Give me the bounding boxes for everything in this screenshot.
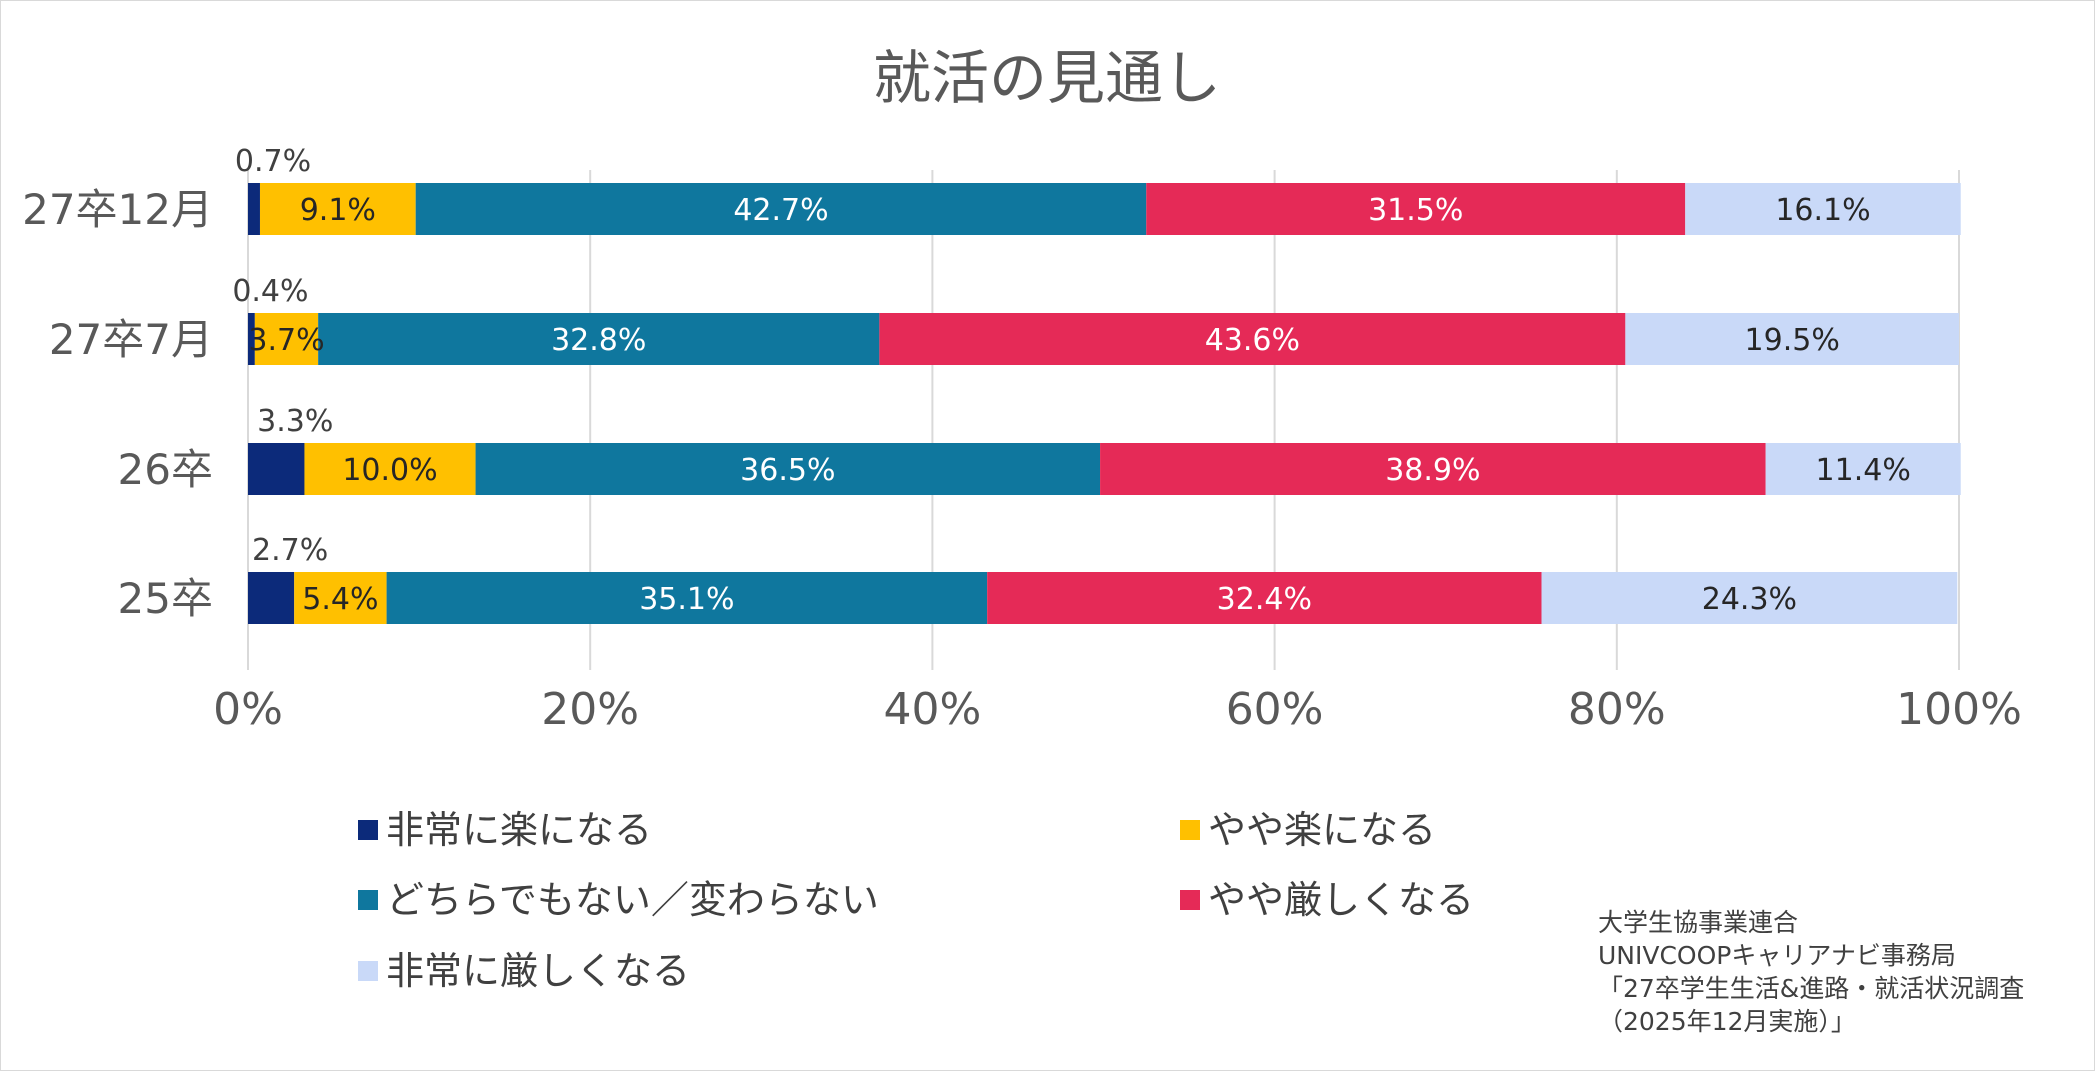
bar-segment [259,183,416,235]
legend-swatch [358,890,378,910]
bar-segment [248,183,260,235]
data-label: 0.4% [232,274,308,309]
x-tick-label: 80% [1568,684,1666,735]
source-line: UNIVCOOPキャリアナビ事務局 [1598,941,1956,970]
x-axis-ticks: 0% 20% 40% 60% 80% 100% [213,684,2022,735]
data-label: 36.5% [740,453,835,488]
legend-item: やや楽になる [1180,808,1436,852]
data-label: 31.5% [1368,193,1463,228]
data-label: 0.7% [235,144,311,179]
category-label: 27卒7月 [49,315,213,364]
data-label: 42.7% [733,193,828,228]
bar-segment [415,183,1147,235]
legend-label: 非常に厳しくなる [386,949,690,993]
bar-segment [294,572,387,624]
source-line: 「27卒学生生活&進路・就活状況調査 [1598,974,2025,1003]
bar-segment [254,313,319,365]
legend-swatch [358,820,378,840]
data-label: 3.3% [257,404,333,439]
chart-title: 就活の見通し [873,44,1221,112]
data-label: 16.1% [1775,193,1870,228]
data-label: 10.0% [342,453,437,488]
x-tick-label: 0% [213,684,283,735]
bar-segment [386,572,988,624]
data-label: 9.1% [300,193,376,228]
legend-label: どちらでもない／変わらない [386,878,879,922]
bar-segment [1765,443,1961,495]
bar-segment [248,313,255,365]
category-labels: 27卒12月 27卒7月 26卒 25卒 [22,185,213,623]
data-label: 3.7% [248,323,324,358]
bar-segment [304,443,476,495]
bar-segment [248,443,305,495]
category-label: 27卒12月 [22,185,213,234]
legend-swatch [1180,890,1200,910]
x-tick-label: 40% [884,684,982,735]
x-tick-label: 20% [541,684,639,735]
data-label: 38.9% [1385,453,1480,488]
legend-label: やや厳しくなる [1208,878,1474,922]
bar-segment [248,572,295,624]
legend-label: やや楽になる [1208,808,1436,852]
data-labels: 0.7% 9.1% 42.7% 31.5% 16.1% 0.4% 3.7% 32.8% 43.6… [232,144,1911,617]
source-line: （2025年12月実施）」 [1598,1007,1856,1036]
data-label: 24.3% [1702,582,1797,617]
legend-swatch [1180,820,1200,840]
x-tick-label: 60% [1226,684,1324,735]
legend-item: どちらでもない／変わらない [358,878,879,922]
category-label: 25卒 [118,574,213,623]
bar-segment [475,443,1101,495]
data-label: 5.4% [302,582,378,617]
bar-segment [1541,572,1958,624]
bar-segment [318,313,880,365]
bar-segment [1146,183,1686,235]
data-label: 2.7% [252,533,328,568]
legend-swatch [358,961,378,981]
legend-label: 非常に楽になる [386,808,652,852]
data-label: 35.1% [639,582,734,617]
bar-segment [1685,183,1961,235]
source-line: 大学生協事業連合 [1598,908,1799,937]
data-label: 43.6% [1205,323,1300,358]
legend-item: 非常に厳しくなる [358,949,690,993]
data-label: 32.8% [551,323,646,358]
bar-segment [1100,443,1766,495]
legend-item: やや厳しくなる [1180,878,1474,922]
bar-segment [987,572,1542,624]
data-label: 11.4% [1816,453,1911,488]
x-tick-label: 100% [1896,684,2022,735]
legend-item: 非常に楽になる [358,808,652,852]
bar-segment [879,313,1626,365]
category-label: 26卒 [118,445,213,494]
bars [248,183,1961,624]
data-label: 32.4% [1217,582,1312,617]
source-note: 大学生協事業連合 UNIVCOOPキャリアナビ事務局 「27卒学生生活&進路・就… [1598,906,2024,1038]
data-label: 19.5% [1745,323,1840,358]
bar-segment [1625,313,1959,365]
